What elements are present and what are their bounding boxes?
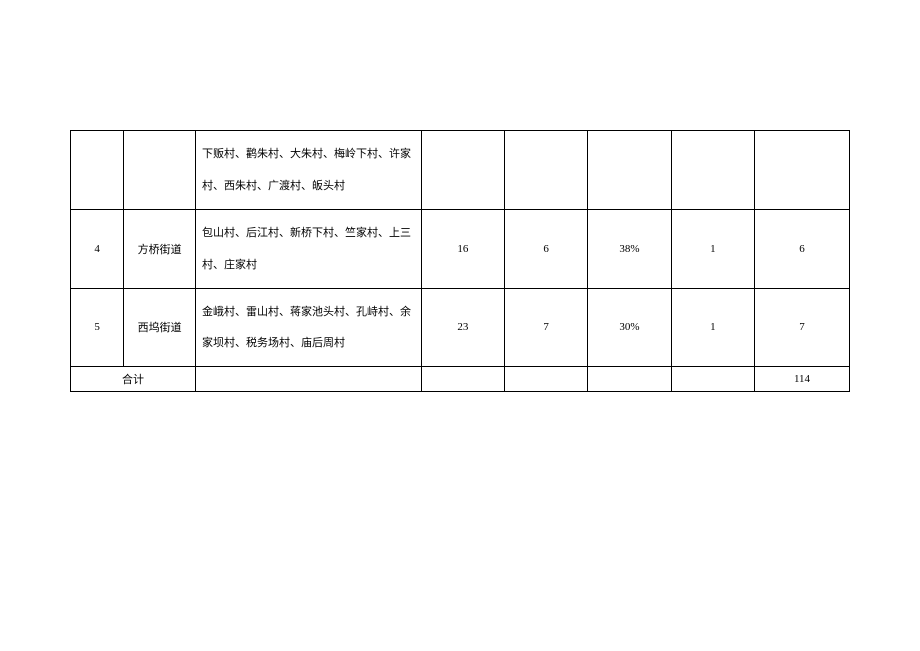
data-table: 下贩村、鹳朱村、大朱村、梅岭下村、许家村、西朱村、广渡村、皈头村 4 方桥街道 …	[70, 130, 850, 392]
cell-g	[671, 131, 754, 210]
cell-place: 西坞街道	[124, 288, 196, 367]
table-total-row: 合计 114	[71, 367, 850, 392]
table-row: 4 方桥街道 包山村、后江村、新桥下村、竺家村、上三村、庄家村 16 6 38%…	[71, 209, 850, 288]
cell-e: 6	[505, 209, 588, 288]
cell-desc: 包山村、后江村、新桥下村、竺家村、上三村、庄家村	[195, 209, 421, 288]
cell-g: 1	[671, 288, 754, 367]
cell-h: 7	[755, 288, 850, 367]
cell-g: 1	[671, 209, 754, 288]
cell-e: 7	[505, 288, 588, 367]
cell-total-f	[588, 367, 671, 392]
cell-total-label: 合计	[71, 367, 196, 392]
cell-f	[588, 131, 671, 210]
cell-e	[505, 131, 588, 210]
cell-place: 方桥街道	[124, 209, 196, 288]
cell-f: 30%	[588, 288, 671, 367]
cell-d	[421, 131, 504, 210]
cell-place	[124, 131, 196, 210]
cell-d: 16	[421, 209, 504, 288]
cell-num: 4	[71, 209, 124, 288]
cell-total-g	[671, 367, 754, 392]
cell-f: 38%	[588, 209, 671, 288]
cell-total-d	[421, 367, 504, 392]
cell-num: 5	[71, 288, 124, 367]
cell-h: 6	[755, 209, 850, 288]
cell-desc: 金峨村、雷山村、蒋家池头村、孔峙村、余家坝村、税务场村、庙后周村	[195, 288, 421, 367]
cell-total-desc	[195, 367, 421, 392]
cell-h	[755, 131, 850, 210]
cell-d: 23	[421, 288, 504, 367]
cell-total-e	[505, 367, 588, 392]
cell-total-h: 114	[755, 367, 850, 392]
cell-num	[71, 131, 124, 210]
table-row: 5 西坞街道 金峨村、雷山村、蒋家池头村、孔峙村、余家坝村、税务场村、庙后周村 …	[71, 288, 850, 367]
table-row: 下贩村、鹳朱村、大朱村、梅岭下村、许家村、西朱村、广渡村、皈头村	[71, 131, 850, 210]
cell-desc: 下贩村、鹳朱村、大朱村、梅岭下村、许家村、西朱村、广渡村、皈头村	[195, 131, 421, 210]
